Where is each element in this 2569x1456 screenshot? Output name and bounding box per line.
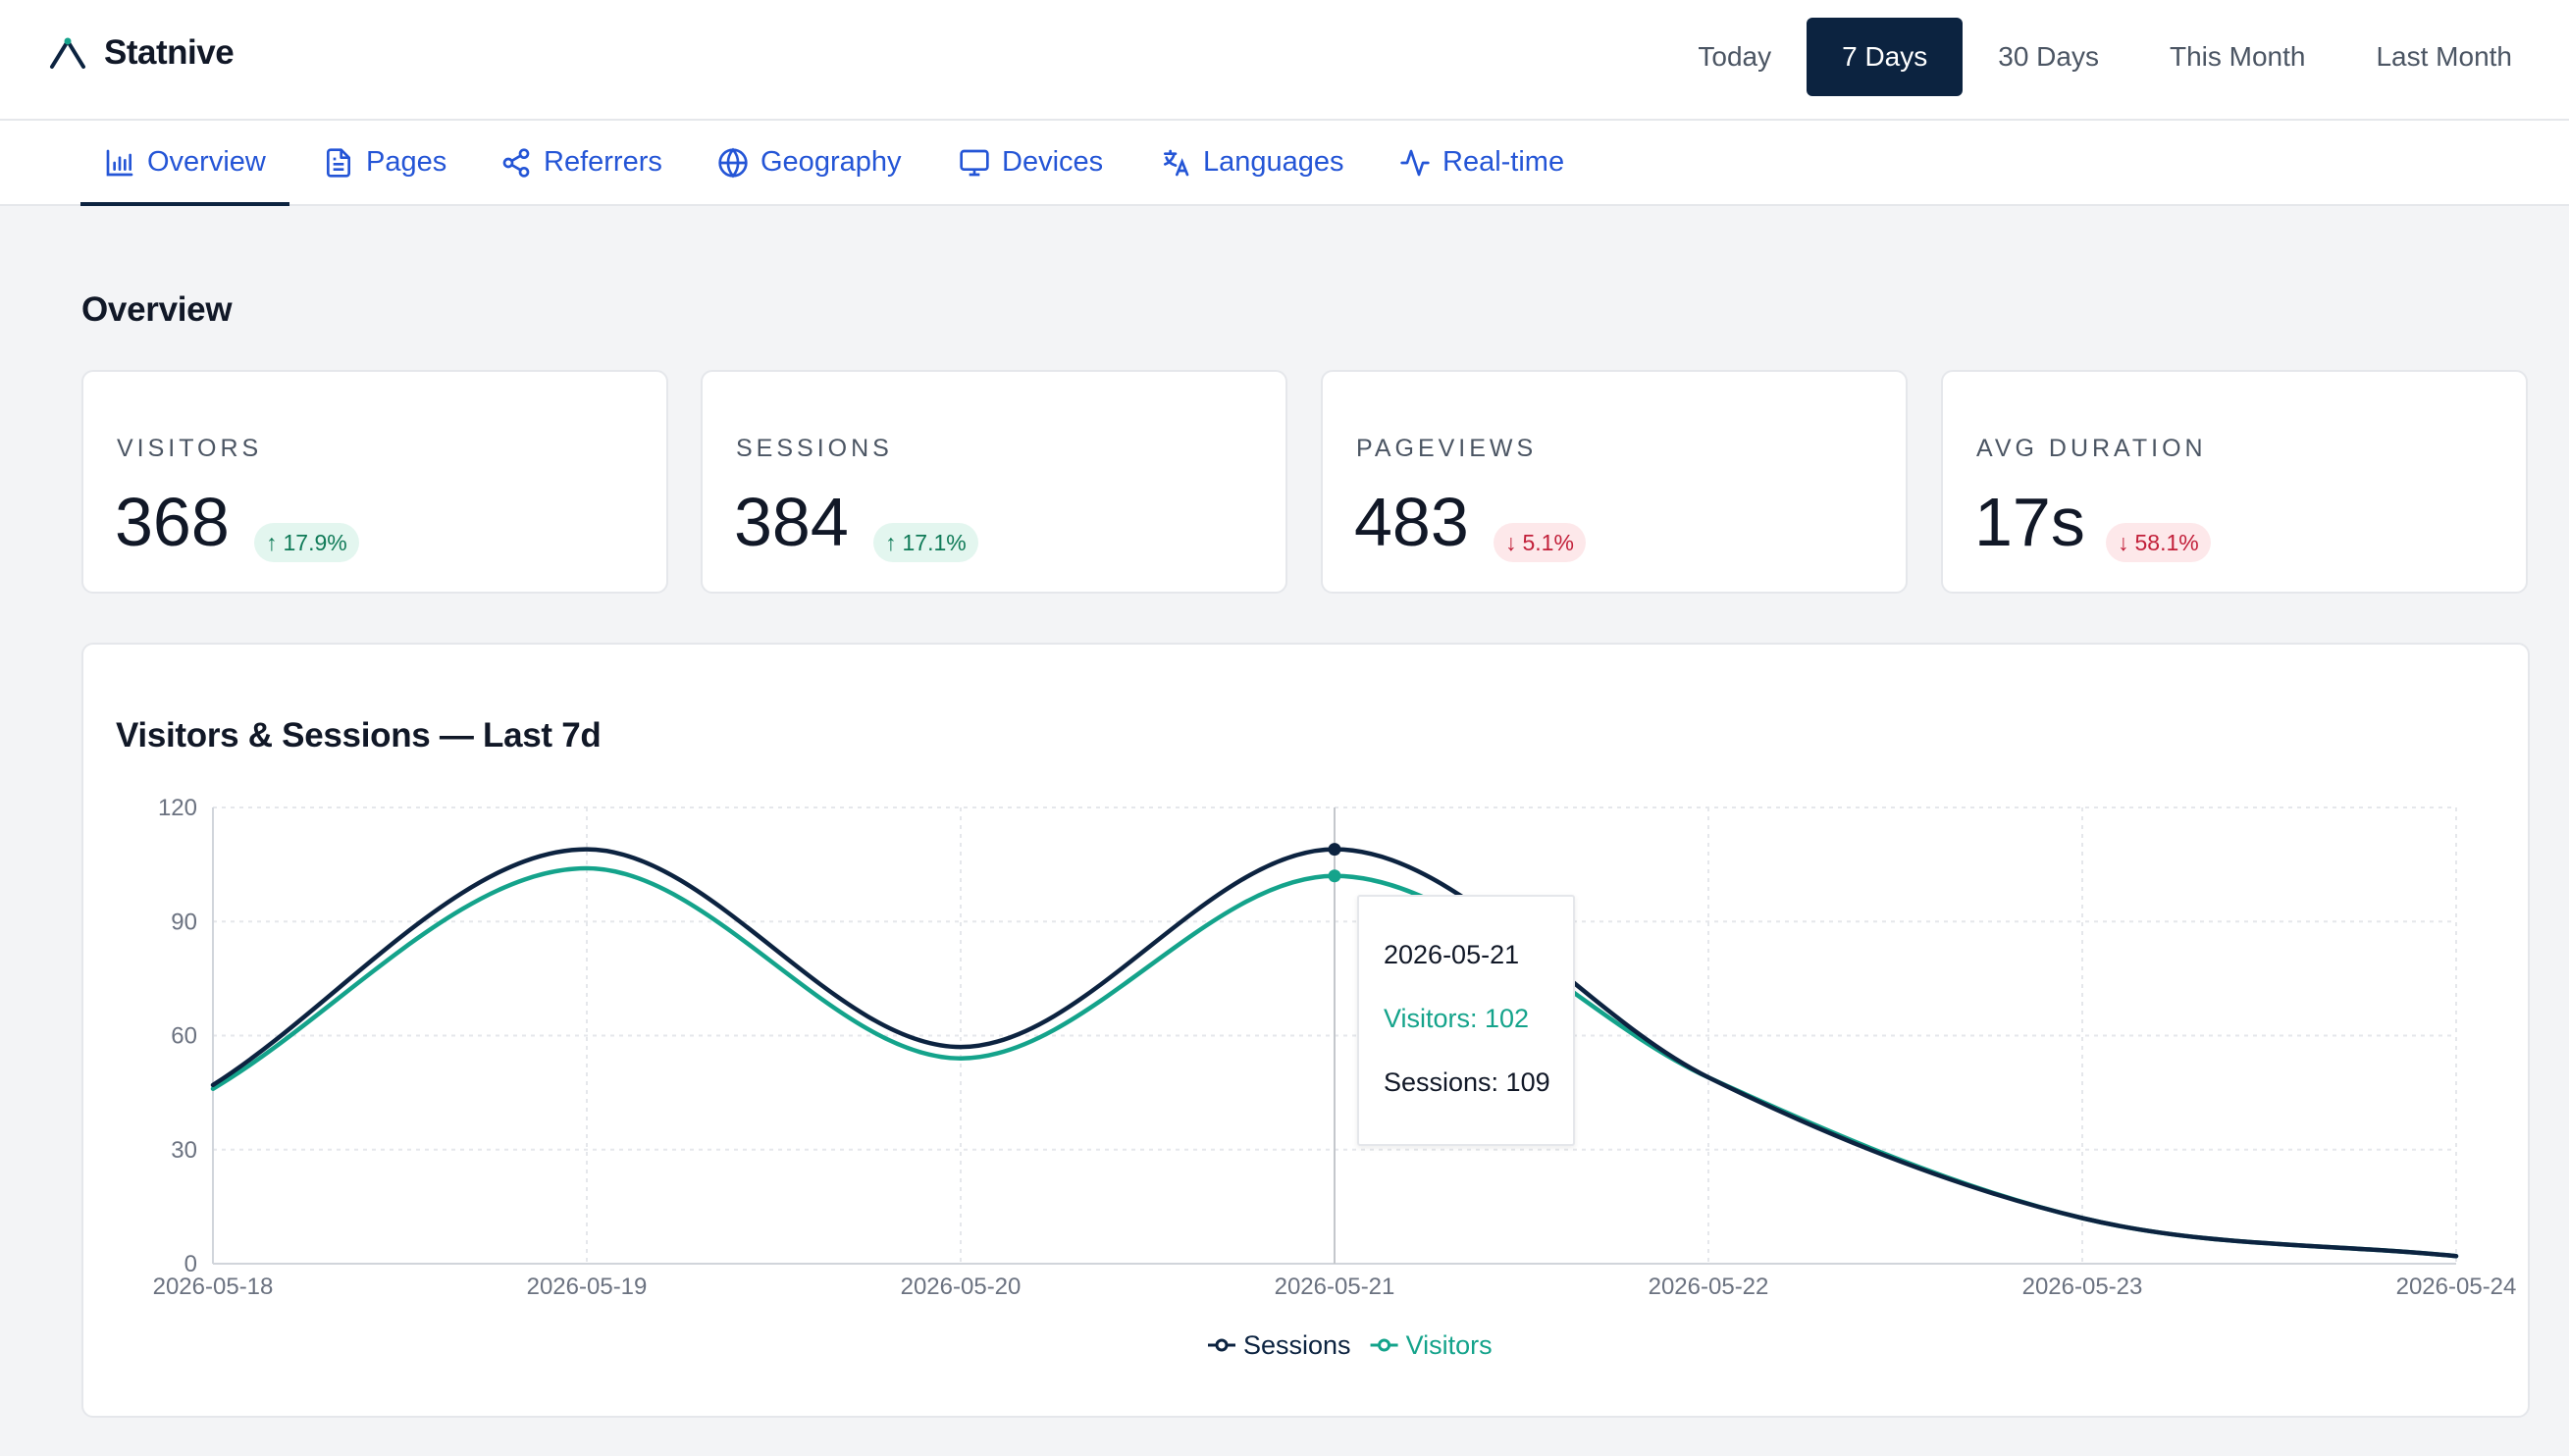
change-badge: ↓ 58.1% xyxy=(2106,523,2211,562)
stat-value: 17s xyxy=(1974,484,2085,560)
change-badge: ↓ 5.1% xyxy=(1494,523,1586,562)
stat-value: 368 xyxy=(115,484,230,560)
tab-overview[interactable]: Overview xyxy=(80,121,289,206)
monitor-icon xyxy=(960,149,989,176)
stat-card-avg-duration: AVG DURATION 17s ↓ 58.1% xyxy=(1941,370,2528,594)
tab-languages[interactable]: Languages xyxy=(1160,121,1344,204)
stat-card-sessions: SESSIONS 384 ↑ 17.1% xyxy=(701,370,1287,594)
stat-label: AVG DURATION xyxy=(1976,435,2207,462)
arrow-up-icon: ↑ xyxy=(885,529,897,555)
stat-label: VISITORS xyxy=(117,435,263,462)
y-tick-label: 120 xyxy=(158,795,197,821)
tooltip-date: 2026-05-21 xyxy=(1384,940,1520,969)
data-point-visitors xyxy=(1328,869,1341,883)
chart-title: Visitors & Sessions — Last 7d xyxy=(116,716,602,754)
x-tick-label: 2026-05-19 xyxy=(527,1274,648,1300)
chart-card: Visitors & Sessions — Last 7d 0 30 60 90 120… xyxy=(81,643,2530,1418)
tab-overview-label: Overview xyxy=(147,146,266,178)
tab-geography[interactable]: Geography xyxy=(717,121,902,204)
brand[interactable]: Statnive xyxy=(49,33,235,73)
bar-chart-icon xyxy=(106,149,133,176)
y-tick-label: 0 xyxy=(184,1251,197,1277)
series-line-sessions xyxy=(210,847,2459,1259)
stat-label: SESSIONS xyxy=(736,435,893,462)
change-value: 17.9% xyxy=(283,529,347,555)
tab-languages-label: Languages xyxy=(1203,146,1344,178)
range-7-days-button[interactable]: 7 Days xyxy=(1807,18,1964,96)
legend-marker-dot xyxy=(1215,1338,1229,1352)
stat-value: 483 xyxy=(1354,484,1469,560)
tab-geography-label: Geography xyxy=(760,146,902,178)
range-last-month-button[interactable]: Last Month xyxy=(2376,41,2512,72)
change-badge: ↑ 17.9% xyxy=(254,523,359,562)
arrow-down-icon: ↓ xyxy=(2118,529,2129,555)
app-name: Statnive xyxy=(104,33,235,72)
chart-tooltip: 2026-05-21 Visitors: 102 Sessions: 109 xyxy=(1357,895,1575,1146)
range-30-days-button[interactable]: 30 Days xyxy=(1998,41,2099,72)
top-bar: Statnive Today 7 Days 30 Days This Month… xyxy=(0,0,2569,121)
tooltip-visitors: Visitors: 102 xyxy=(1384,1004,1530,1033)
range-today-button[interactable]: Today xyxy=(1698,41,1772,72)
range-this-month-button[interactable]: This Month xyxy=(2169,41,2306,72)
tab-pages-label: Pages xyxy=(366,146,447,178)
nav-tabs: Overview Pages Referrers Geography Devic… xyxy=(0,121,2569,206)
tooltip-sessions: Sessions: 109 xyxy=(1384,1067,1550,1097)
stat-card-pageviews: PAGEVIEWS 483 ↓ 5.1% xyxy=(1321,370,1908,594)
logo-icon xyxy=(50,37,85,69)
tab-devices[interactable]: Devices xyxy=(959,121,1103,204)
x-tick-label: 2026-05-18 xyxy=(153,1274,274,1300)
y-tick-label: 90 xyxy=(171,909,197,935)
y-tick-label: 60 xyxy=(171,1023,197,1050)
stat-card-visitors: VISITORS 368 ↑ 17.9% xyxy=(81,370,668,594)
x-tick-label: 2026-05-20 xyxy=(901,1274,1022,1300)
change-value: 58.1% xyxy=(2134,529,2199,555)
tab-devices-label: Devices xyxy=(1002,146,1104,178)
data-point-sessions xyxy=(1328,843,1341,857)
arrow-up-icon: ↑ xyxy=(266,529,278,555)
x-tick-label: 2026-05-21 xyxy=(1275,1274,1395,1300)
x-tick-label: 2026-05-23 xyxy=(2022,1274,2143,1300)
x-tick-label: 2026-05-22 xyxy=(1649,1274,1769,1300)
x-tick-label: 2026-05-24 xyxy=(2396,1274,2517,1300)
change-value: 5.1% xyxy=(1522,529,1574,555)
globe-icon xyxy=(718,147,748,178)
change-badge: ↑ 17.1% xyxy=(873,523,978,562)
share-icon xyxy=(502,147,530,178)
legend-label-sessions: Sessions xyxy=(1243,1330,1351,1360)
activity-icon xyxy=(1400,149,1430,176)
section-title: Overview xyxy=(81,290,233,329)
tab-real-time-label: Real-time xyxy=(1442,146,1565,178)
date-range-selector: Today 7 Days 30 Days This Month Last Mon… xyxy=(1662,18,2547,96)
change-value: 17.1% xyxy=(902,529,967,555)
tab-referrers[interactable]: Referrers xyxy=(500,121,662,204)
legend-marker-dot xyxy=(1378,1338,1391,1352)
y-tick-label: 30 xyxy=(171,1137,197,1164)
document-icon xyxy=(327,147,350,178)
tab-pages[interactable]: Pages xyxy=(323,121,446,204)
tab-referrers-label: Referrers xyxy=(544,146,662,178)
tab-real-time[interactable]: Real-time xyxy=(1399,121,1564,204)
translate-icon xyxy=(1164,149,1189,176)
arrow-down-icon: ↓ xyxy=(1505,529,1517,555)
line-chart[interactable]: 0 30 60 90 120 2026-05-18 2026-05-19 2026-05-20… xyxy=(83,645,2532,1420)
legend-label-visitors: Visitors xyxy=(1406,1330,1493,1360)
stat-label: PAGEVIEWS xyxy=(1356,435,1538,462)
stat-value: 384 xyxy=(734,484,849,560)
